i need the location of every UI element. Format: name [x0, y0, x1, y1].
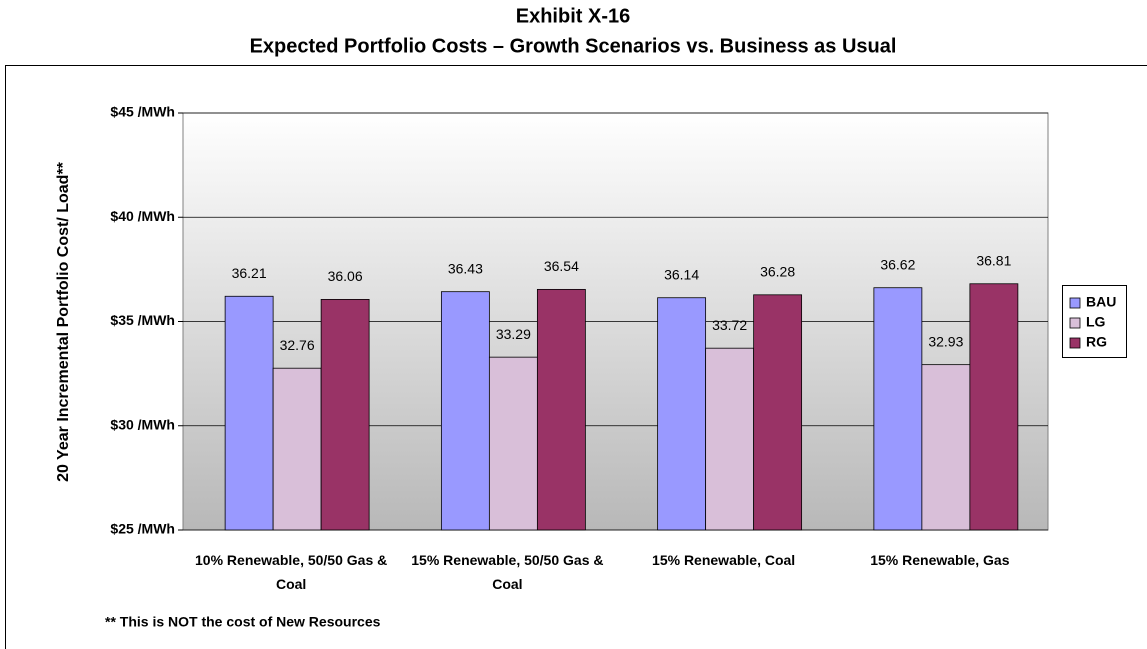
data-label: 33.72 — [712, 317, 747, 333]
bar — [488, 356, 538, 531]
y-axis-label: 20 Year Incremental Portfolio Cost/ Load… — [55, 161, 72, 482]
bar — [873, 287, 923, 531]
x-tick-label: 10% Renewable, 50/50 Gas & Coal — [195, 552, 388, 592]
data-label: 36.21 — [232, 265, 267, 281]
legend-swatch — [1069, 337, 1081, 349]
bar — [536, 288, 586, 531]
chart-subtitle: Expected Portfolio Costs – Growth Scenar… — [250, 35, 897, 57]
chart-border — [5, 65, 1147, 649]
data-label: 32.76 — [280, 337, 315, 353]
bar — [657, 297, 707, 531]
y-tick-label: $40 /MWh — [110, 208, 175, 224]
bar — [440, 291, 490, 531]
bar — [320, 298, 370, 531]
data-label: 36.28 — [760, 264, 795, 280]
y-tick-label: $35 /MWh — [110, 312, 175, 328]
data-label: 32.93 — [928, 333, 963, 349]
bar — [224, 295, 274, 531]
bar — [921, 364, 971, 531]
legend-swatch — [1069, 317, 1081, 329]
legend-label: RG — [1086, 334, 1107, 350]
bar — [705, 347, 755, 531]
data-label: 36.43 — [448, 260, 483, 276]
legend-label: BAU — [1086, 294, 1116, 310]
data-label: 36.62 — [880, 256, 915, 272]
bar — [969, 283, 1019, 531]
legend-swatch — [1069, 297, 1081, 309]
x-tick-label: 15% Renewable, Gas — [870, 552, 1010, 568]
y-tick-label: $45 /MWh — [110, 104, 175, 120]
y-tick-label: $25 /MWh — [110, 521, 175, 537]
bar — [272, 367, 322, 531]
footnote: ** This is NOT the cost of New Resources — [105, 614, 381, 630]
data-label: 36.06 — [328, 268, 363, 284]
data-label: 36.14 — [664, 266, 699, 282]
bar — [753, 294, 803, 531]
data-label: 33.29 — [496, 326, 531, 342]
data-label: 36.81 — [976, 252, 1011, 268]
chart-title: Exhibit X-16 — [516, 5, 630, 27]
x-tick-label: 15% Renewable, Coal — [652, 552, 796, 568]
y-tick-label: $30 /MWh — [110, 416, 175, 432]
legend-label: LG — [1086, 314, 1106, 330]
x-tick-label: 15% Renewable, 50/50 Gas & Coal — [411, 552, 604, 592]
data-label: 36.54 — [544, 258, 579, 274]
